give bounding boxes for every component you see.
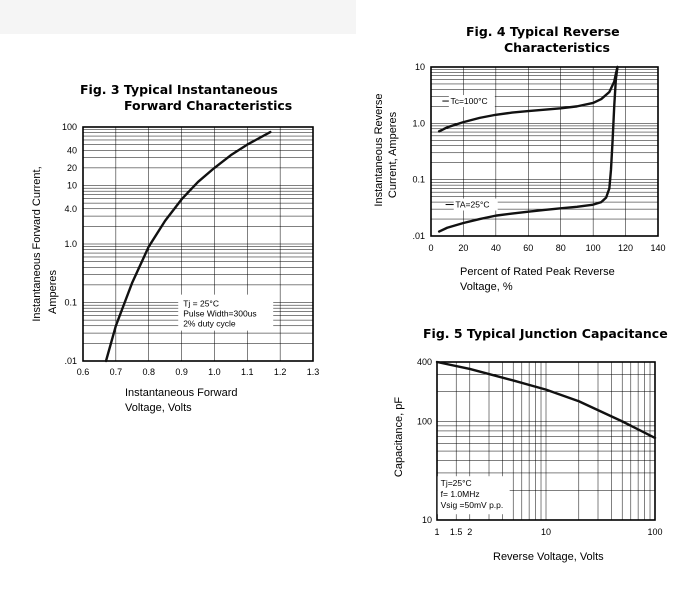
- fig3-y-tick-label: 20: [67, 163, 77, 173]
- fig3-title-line2: Forward Characteristics: [124, 98, 293, 113]
- fig3-x-tick-label: 1.1: [241, 367, 254, 377]
- fig3-x-tick-label: 0.8: [142, 367, 155, 377]
- fig5-y-tick-label: 400: [417, 357, 432, 367]
- fig3-y-tick-label: 100: [62, 122, 77, 132]
- fig4-x-tick-label: 100: [586, 243, 601, 253]
- fig3-y-tick-label: 4.0: [64, 204, 77, 214]
- fig5-title: Fig. 5 Typical Junction Capacitance: [423, 326, 668, 342]
- fig3-x-tick-label: 0.7: [110, 367, 123, 377]
- fig4-x-tick-label: 120: [618, 243, 633, 253]
- fig3-series-line: [104, 130, 272, 363]
- fig4-title-line2: Characteristics: [504, 40, 610, 55]
- fig4-x-axis-label: Percent of Rated Peak Reverse: [460, 266, 615, 278]
- fig3-note-line: Tj = 25°C: [183, 299, 219, 309]
- fig5-x-tick-label: 10: [541, 527, 551, 537]
- fig4-y-tick-label: 10: [415, 62, 425, 72]
- fig3-x-tick-label: 0.9: [175, 367, 188, 377]
- fig3-y-axis-label: Instantaneous Forward Current,: [31, 166, 43, 321]
- fig3-x-tick-label: 1.0: [208, 367, 221, 377]
- fig5-series-line: [435, 360, 657, 440]
- fig4-y-axis-label: Instantaneous Reverse: [373, 93, 385, 206]
- fig4-y-tick-label: .01: [412, 231, 425, 241]
- fig4-series-label-2: TA=25°C: [455, 200, 489, 210]
- fig5-plot-frame: [436, 361, 656, 521]
- fig3-x-tick-label: 1.3: [307, 367, 320, 377]
- fig3-title-line1: Fig. 3 Typical Instantaneous: [80, 82, 278, 97]
- fig3-y-tick-label: 0.1: [64, 298, 77, 308]
- fig5-x-tick-label: 1.5: [450, 527, 463, 537]
- fig5-x-tick-label: 100: [647, 527, 662, 537]
- fig4-x-tick-label: 140: [650, 243, 665, 253]
- fig3-y-tick-label: 1.0: [64, 239, 77, 249]
- fig4-series-line-1: [437, 65, 619, 133]
- fig5-y-axis-label: Capacitance, pF: [393, 397, 405, 477]
- fig3-y-tick-label: .01: [64, 356, 77, 366]
- fig5-note-line: f= 1.0MHz: [441, 489, 480, 499]
- fig4-y-tick-label: 1.0: [412, 118, 425, 128]
- fig4-series-label-1: Tc=100°C: [450, 96, 487, 106]
- fig4-x-tick-label: 60: [523, 243, 533, 253]
- fig3-plot-frame: [82, 126, 314, 362]
- fig4-plot-frame: [430, 66, 659, 237]
- fig4-label-bg-2: [453, 198, 498, 211]
- fig3-x-tick-label: 1.2: [274, 367, 287, 377]
- fig3-title: Fig. 3 Typical Instantaneous Forward Cha…: [80, 82, 292, 114]
- fig5-note-line: Tj=25°C: [441, 478, 472, 488]
- fig3-y-axis-label-2: Amperes: [47, 269, 59, 314]
- fig4-x-tick-label: 20: [458, 243, 468, 253]
- fig4-y-tick-label: 0.1: [412, 175, 425, 185]
- fig4-series-line-2: [437, 65, 619, 233]
- fig5-note-box: [437, 476, 510, 515]
- fig4-y-axis-label-2: Current, Amperes: [387, 111, 399, 198]
- fig5-x-tick-label: 2: [467, 527, 472, 537]
- fig4-title: Fig. 4 Typical Reverse Characteristics: [466, 24, 620, 56]
- fig4-title-line1: Fig. 4 Typical Reverse: [466, 24, 620, 39]
- fig5-y-tick-label: 100: [417, 416, 432, 426]
- fig5-x-tick-label: 1: [434, 527, 439, 537]
- top-background-band: [0, 0, 356, 34]
- fig3-note-box: [178, 294, 274, 331]
- fig5-y-tick-label: 10: [422, 515, 432, 525]
- fig5-title-line1: Fig. 5 Typical Junction Capacitance: [423, 326, 668, 341]
- fig4-x-tick-label: 80: [556, 243, 566, 253]
- fig4-x-tick-label: 40: [491, 243, 501, 253]
- fig5-x-axis-label: Reverse Voltage, Volts: [493, 551, 604, 563]
- fig5-note-line: Vsig =50mV p.p.: [441, 500, 504, 510]
- fig3-x-axis-label: Instantaneous Forward: [125, 387, 238, 399]
- fig3-y-tick-label: 40: [67, 145, 77, 155]
- fig3-note-line: 2% duty cycle: [183, 319, 236, 329]
- fig3-x-tick-label: 0.6: [77, 367, 90, 377]
- fig4-x-tick-label: 0: [428, 243, 433, 253]
- fig3-x-axis-label-2: Voltage, Volts: [125, 402, 192, 414]
- fig4-x-axis-label-2: Voltage, %: [460, 281, 513, 293]
- fig4-label-bg-1: [448, 95, 495, 108]
- fig3-note-line: Pulse Width=300us: [183, 309, 256, 319]
- fig3-y-tick-label: 10: [67, 181, 77, 191]
